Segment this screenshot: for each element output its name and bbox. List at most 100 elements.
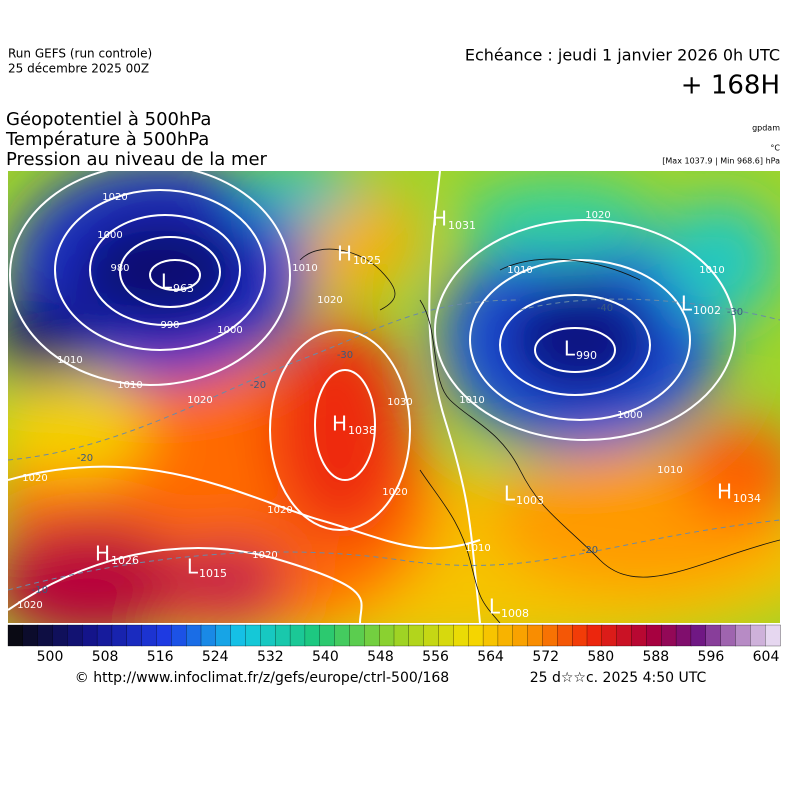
center-letter: L xyxy=(681,292,693,316)
center-value: 1025 xyxy=(353,254,381,267)
issued-time: 25 d☆☆c. 2025 4:50 UTC xyxy=(530,670,707,686)
colorbar-swatch xyxy=(67,624,83,647)
center-value: 1038 xyxy=(348,424,376,437)
field-title: Pression au niveau de la mer xyxy=(6,149,268,170)
colorbar-tick-label: 556 xyxy=(422,649,449,665)
colorbar-swatch xyxy=(37,624,54,647)
colorbar-swatch xyxy=(482,624,499,647)
colorbar-swatch xyxy=(527,624,544,647)
isobar-label: 1010 xyxy=(459,395,484,406)
isobar-label: 1020 xyxy=(22,473,47,484)
isobar-label: 1020 xyxy=(252,550,277,561)
center-value: 1008 xyxy=(501,607,529,620)
colorbar-swatch xyxy=(349,624,365,647)
colorbar-swatch xyxy=(22,624,39,647)
center-value: 990 xyxy=(576,349,597,362)
colorbar-swatch xyxy=(750,624,766,647)
colorbar-tick-label: 588 xyxy=(642,649,669,665)
isobar-label: 1010 xyxy=(292,263,317,274)
colorbar-swatch xyxy=(631,624,648,647)
map-field xyxy=(8,171,780,623)
colorbar-swatch xyxy=(200,624,217,647)
isotherm-label: -20 xyxy=(77,453,93,464)
unit-temperature: °C xyxy=(770,144,780,153)
colorbar-swatch xyxy=(557,624,573,647)
colorbar-swatch xyxy=(156,624,172,647)
colorbar-swatch xyxy=(379,624,395,647)
isobar-label: 1020 xyxy=(382,487,407,498)
isobar-label: 1010 xyxy=(465,543,490,554)
isobar-label: 1020 xyxy=(317,295,342,306)
colorbar-swatch xyxy=(453,624,469,647)
field-title: Température à 500hPa xyxy=(5,129,209,150)
colorbar-swatch xyxy=(690,624,707,647)
isobar-label: 1030 xyxy=(387,397,412,408)
center-value: 1003 xyxy=(516,494,544,507)
colorbar-swatch xyxy=(765,624,781,647)
colorbar-tick-label: 580 xyxy=(587,649,614,665)
center-letter: L xyxy=(161,270,173,294)
colorbar-tick-label: 596 xyxy=(698,649,725,665)
colorbar-swatch xyxy=(720,624,737,647)
isobar-label: 1010 xyxy=(57,355,82,366)
source-url: © http://www.infoclimat.fr/z/gefs/europe… xyxy=(75,670,449,686)
isobar-label: 980 xyxy=(110,263,129,274)
coastlines xyxy=(299,248,780,623)
colorbar-tick-label: 516 xyxy=(147,649,174,665)
colorbar-swatch xyxy=(82,624,98,647)
colorbar-swatch xyxy=(141,624,158,647)
colorbar-swatch xyxy=(52,624,69,647)
isotherm-label: -40 xyxy=(597,303,613,314)
colorbar-swatch xyxy=(334,624,351,647)
isobar-label: 1000 xyxy=(617,410,642,421)
colorbar-swatch xyxy=(111,624,128,647)
colorbar-swatch xyxy=(572,624,588,647)
center-letter: H xyxy=(95,542,110,566)
isobar-label: 1020 xyxy=(585,210,610,221)
colorbar-tick-label: 572 xyxy=(532,649,559,665)
isotherm-label: -20 xyxy=(250,380,266,391)
center-letter: H xyxy=(432,207,447,231)
run-name: Run GEFS (run controle) xyxy=(8,47,152,61)
isotherms xyxy=(8,298,780,591)
colorbar-swatch xyxy=(275,624,291,647)
center-letter: L xyxy=(504,482,516,506)
isobar-label: 1000 xyxy=(217,325,242,336)
colorbar-swatch xyxy=(601,624,618,647)
isobar-label: 1010 xyxy=(699,265,724,276)
run-date: 25 décembre 2025 00Z xyxy=(8,62,149,76)
center-value: 1034 xyxy=(733,492,761,505)
colorbar-tick-label: 540 xyxy=(312,649,339,665)
center-letter: L xyxy=(187,555,199,579)
colorbar xyxy=(7,624,781,647)
colorbar-tick-label: 564 xyxy=(477,649,504,665)
colorbar-swatch xyxy=(260,624,276,647)
valid-time: Echéance : jeudi 1 janvier 2026 0h UTC xyxy=(465,46,780,65)
colorbar-swatch xyxy=(393,624,410,647)
unit-geopotential: gpdam xyxy=(752,124,780,133)
isobar-label: 1020 xyxy=(102,192,127,203)
lead-time: + 168H xyxy=(681,71,780,101)
center-value: 1026 xyxy=(111,554,139,567)
isobar-label: 1010 xyxy=(507,265,532,276)
colorbar-swatch xyxy=(497,624,514,647)
colorbar-swatch xyxy=(735,624,751,647)
isotherm-label: -30 xyxy=(337,350,353,361)
colorbar-swatch xyxy=(661,624,677,647)
colorbar-swatch xyxy=(230,624,247,647)
colorbar-swatch xyxy=(215,624,232,647)
isotherm-label: -10 xyxy=(32,585,48,596)
center-letter: H xyxy=(337,242,352,266)
colorbar-swatch xyxy=(586,624,603,647)
colorbar-swatch xyxy=(126,624,143,647)
isobar-label: 1020 xyxy=(267,505,292,516)
center-value: 1015 xyxy=(199,567,227,580)
colorbar-tick-label: 532 xyxy=(257,649,284,665)
colorbar-swatch xyxy=(364,624,380,647)
colorbar-tick-label: 524 xyxy=(202,649,229,665)
colorbar-swatch xyxy=(289,624,306,647)
field-title: Géopotentiel à 500hPa xyxy=(6,109,211,130)
colorbar-tick-label: 548 xyxy=(367,649,394,665)
isobar-label: 990 xyxy=(160,320,179,331)
